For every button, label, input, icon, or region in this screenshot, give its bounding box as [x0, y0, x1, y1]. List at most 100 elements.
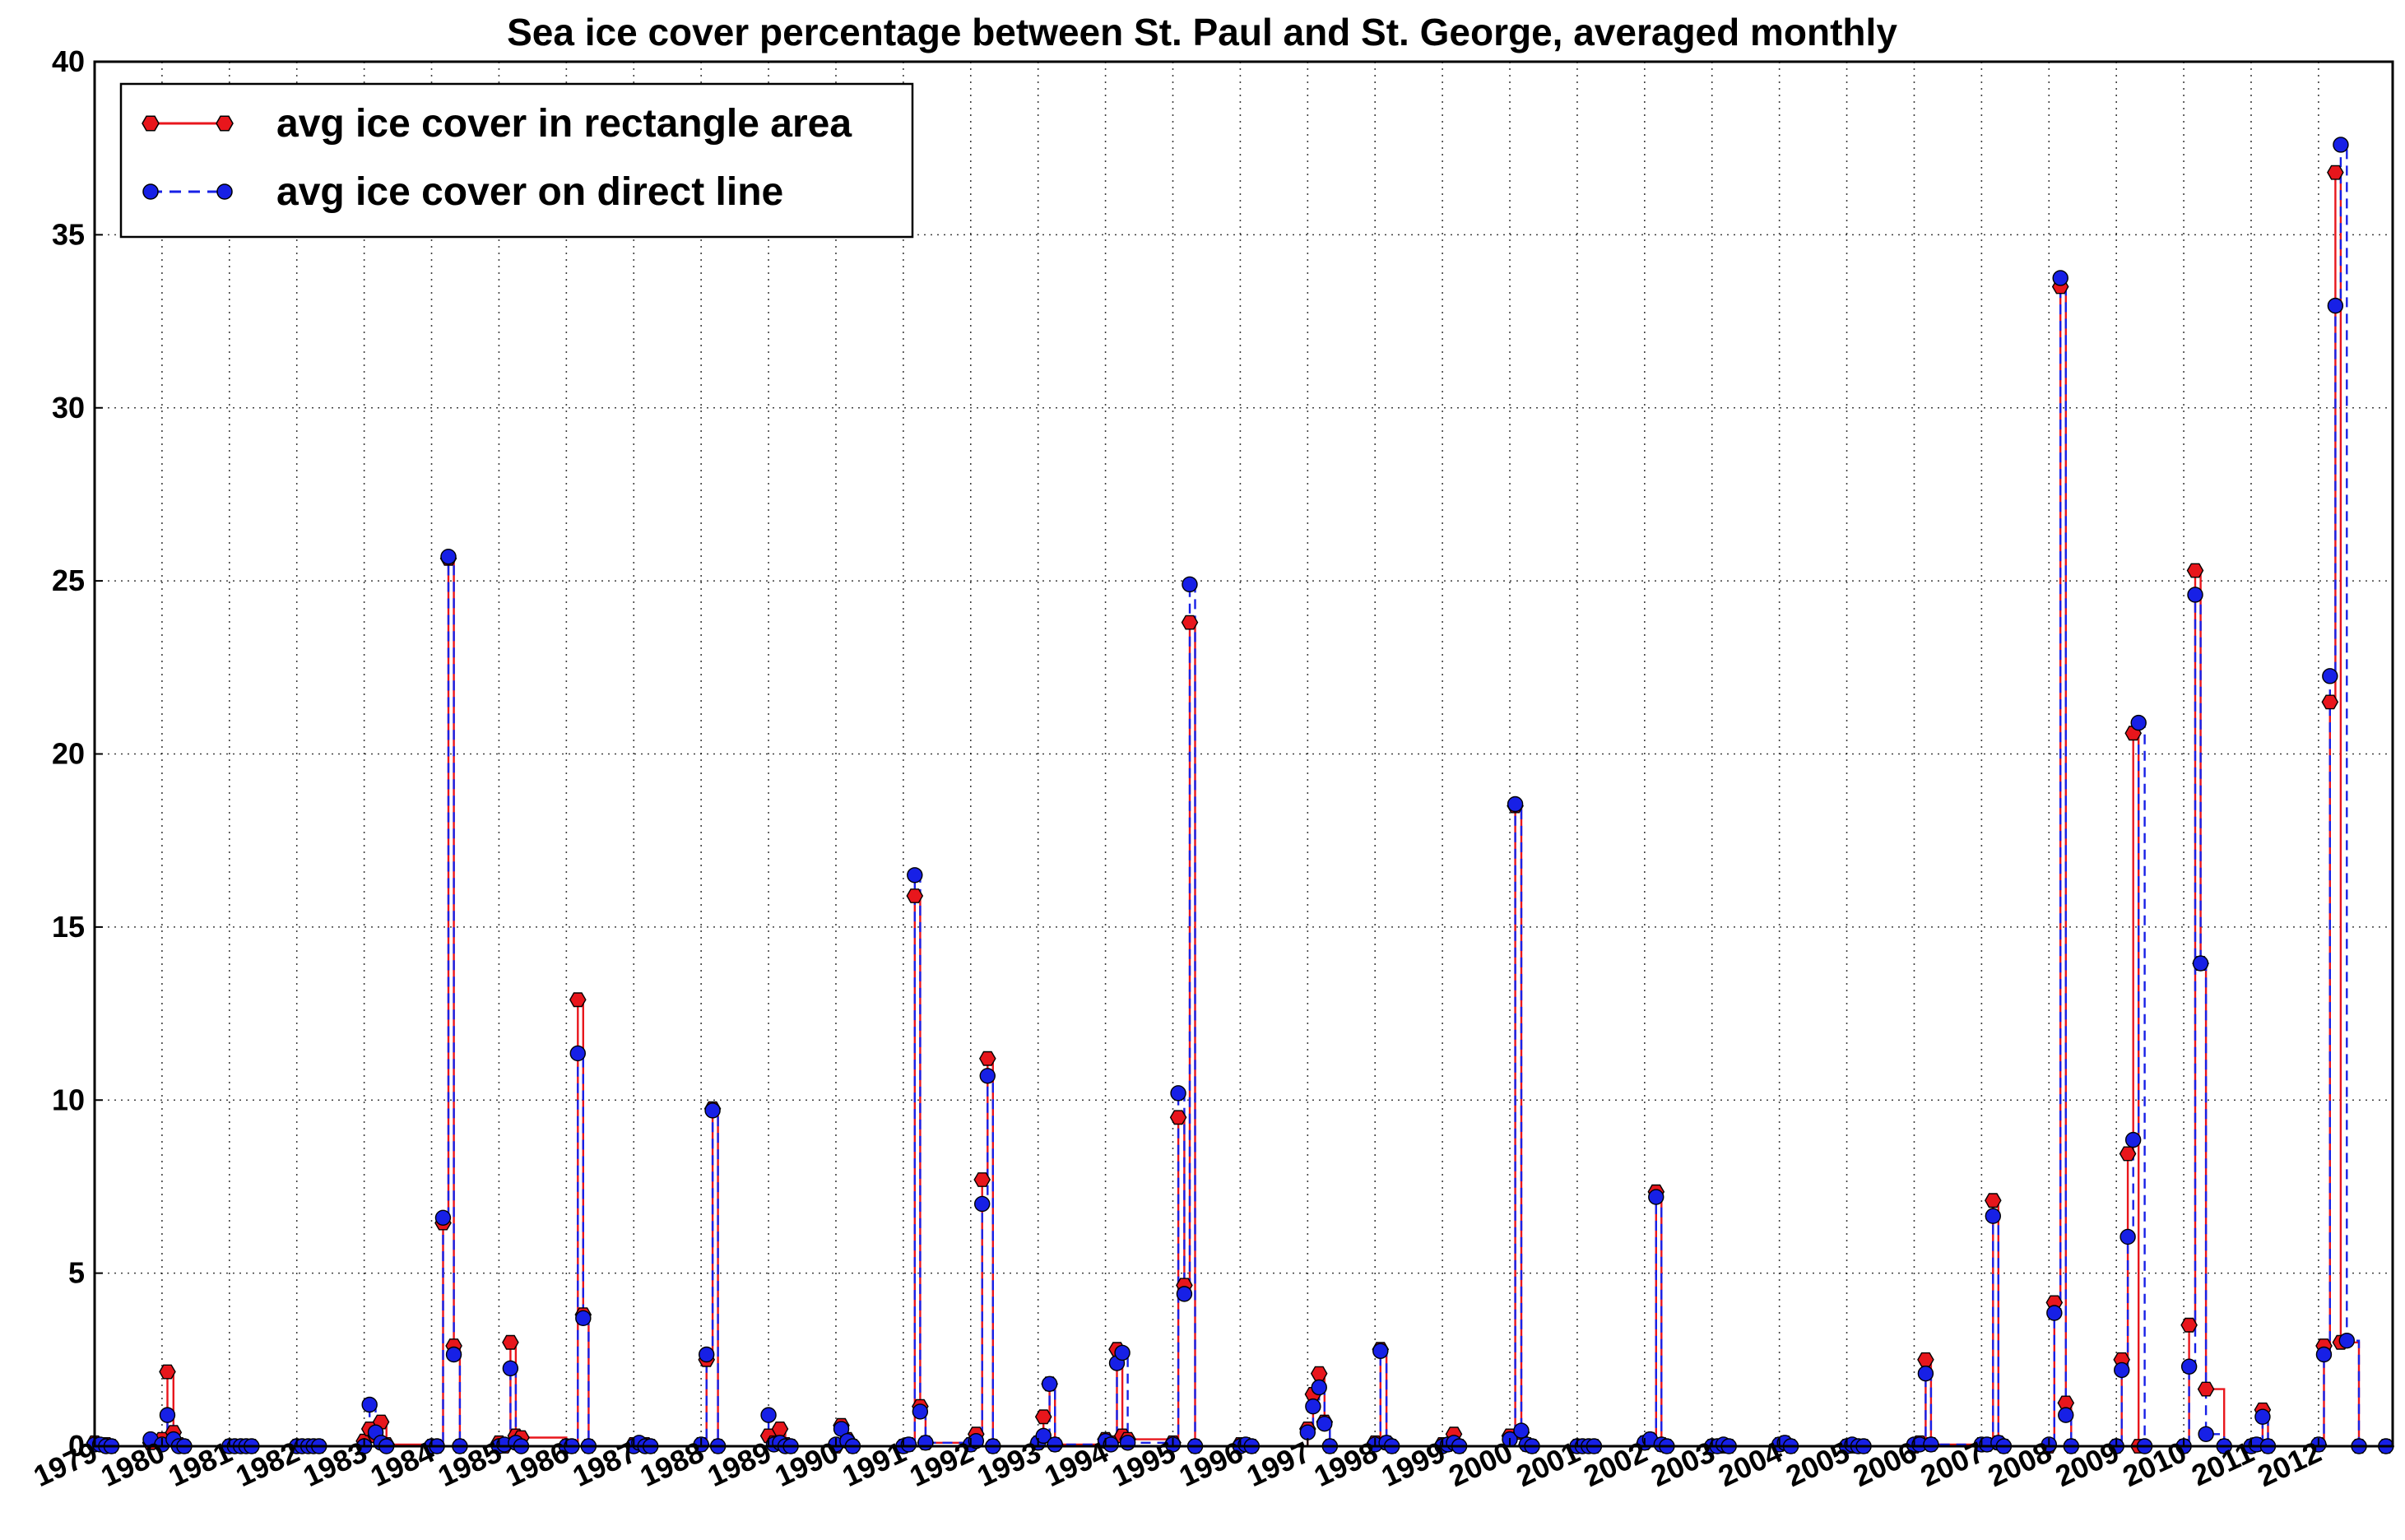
data-point-direct: [974, 1195, 991, 1213]
data-point-direct: [2058, 1407, 2074, 1423]
data-point-rectangle: [2119, 1146, 2137, 1162]
data-point-direct: [2338, 1332, 2356, 1349]
data-point-direct: [760, 1407, 777, 1423]
y-tick-label: 5: [68, 1256, 85, 1290]
data-point-rectangle: [2327, 165, 2344, 180]
data-point-direct: [1119, 1435, 1136, 1451]
grid-layer: [95, 62, 2393, 1446]
legend-marker-rectangle-right: [216, 115, 234, 132]
chart-title: Sea ice cover percentage between St. Pau…: [507, 11, 1897, 53]
data-point-rectangle: [771, 1421, 789, 1436]
series-line-1: [95, 143, 2386, 1448]
data-point-direct: [575, 1310, 592, 1327]
data-point-direct: [2124, 1131, 2142, 1148]
data-point-direct: [445, 1346, 462, 1363]
y-tick-label: 35: [52, 217, 85, 251]
legend: avg ice cover in rectangle area avg ice …: [119, 82, 914, 239]
data-point-rectangle: [1917, 1352, 1934, 1367]
series-layer: [86, 137, 2395, 1454]
data-point-rectangle: [2197, 1381, 2215, 1397]
data-point-direct: [159, 1407, 176, 1423]
data-point-direct: [1047, 1436, 1063, 1453]
data-point-rectangle: [569, 992, 587, 1008]
data-point-direct: [2130, 714, 2147, 731]
data-point-rectangle: [1310, 1366, 1328, 1381]
data-point-direct: [2254, 1408, 2271, 1425]
data-point-direct: [1305, 1398, 1321, 1415]
data-point-direct: [1170, 1085, 1186, 1102]
x-tick-label: 1979: [28, 1435, 102, 1493]
data-point-direct: [502, 1360, 519, 1377]
data-point-rectangle: [1181, 615, 1199, 630]
data-point-direct: [1507, 796, 1524, 813]
data-point-rectangle: [1984, 1193, 2002, 1208]
data-point-rectangle: [978, 1051, 996, 1066]
data-point-direct: [979, 1068, 996, 1084]
data-point-rectangle: [1034, 1409, 1052, 1425]
y-tick-label: 40: [52, 44, 85, 78]
data-point-direct: [1316, 1415, 1333, 1432]
y-tick-label: 0: [68, 1429, 85, 1463]
data-point-direct: [699, 1346, 715, 1363]
series-line-0: [95, 171, 2386, 1448]
data-point-rectangle: [906, 888, 924, 903]
data-point-direct: [569, 1045, 586, 1062]
y-tick-label: 25: [52, 564, 85, 597]
legend-marker-direct-right: [216, 183, 233, 200]
ticks-layer: 0510152025303540197919801981198219831984…: [28, 44, 2326, 1493]
data-point-direct: [1103, 1436, 1119, 1453]
data-point-direct: [2322, 668, 2338, 684]
data-point-direct: [1176, 1286, 1193, 1302]
data-point-direct: [440, 548, 457, 565]
data-point-direct: [2187, 587, 2203, 603]
data-point-direct: [968, 1432, 985, 1450]
data-point-direct: [1513, 1422, 1530, 1439]
legend-marker-direct-left: [142, 183, 159, 200]
legend-marker-rectangle-left: [142, 115, 160, 132]
x-tick-label: 1998: [1309, 1435, 1383, 1493]
legend-label-direct: avg ice cover on direct line: [276, 170, 783, 214]
data-point-direct: [2119, 1228, 2136, 1245]
data-point-direct: [1372, 1343, 1389, 1359]
data-point-direct: [2192, 955, 2209, 972]
y-tick-label: 10: [52, 1083, 85, 1116]
data-point-direct: [2333, 137, 2349, 153]
data-point-direct: [1985, 1208, 2001, 1224]
data-point-direct: [1041, 1375, 1058, 1392]
data-point-direct: [2046, 1305, 2063, 1321]
data-point-direct: [1917, 1365, 1934, 1382]
data-point-rectangle: [973, 1172, 991, 1187]
y-tick-label: 20: [52, 737, 85, 771]
data-point-direct: [1182, 576, 1198, 593]
data-point-rectangle: [2321, 694, 2339, 710]
data-point-rectangle: [2180, 1317, 2198, 1333]
data-point-direct: [704, 1102, 721, 1119]
data-point-direct: [2315, 1346, 2333, 1363]
data-point-direct: [900, 1436, 917, 1453]
data-point-direct: [2052, 270, 2068, 286]
data-point-rectangle: [159, 1364, 176, 1380]
data-point-direct: [912, 1403, 929, 1420]
data-point-direct: [917, 1435, 934, 1451]
data-point-direct: [2327, 297, 2344, 314]
data-point-direct: [2180, 1358, 2198, 1375]
data-point-direct: [1035, 1427, 1052, 1445]
legend-box: [119, 82, 914, 239]
data-point-rectangle: [1169, 1110, 1187, 1125]
data-point-direct: [2114, 1361, 2130, 1379]
data-point-direct: [1923, 1436, 1939, 1453]
data-point-rectangle: [2186, 563, 2204, 578]
legend-label-rectangle: avg ice cover in rectangle area: [276, 102, 852, 146]
data-point-direct: [1299, 1424, 1316, 1440]
data-point-direct: [1311, 1379, 1327, 1396]
x-tick-label: 2010: [2118, 1435, 2192, 1493]
y-tick-label: 30: [52, 391, 85, 424]
data-point-direct: [434, 1209, 452, 1227]
plot-frame: [93, 60, 2394, 1448]
data-point-rectangle: [502, 1334, 519, 1350]
y-tick-label: 15: [52, 910, 85, 944]
x-tick-label: 2009: [2050, 1435, 2124, 1493]
data-point-direct: [907, 867, 923, 884]
